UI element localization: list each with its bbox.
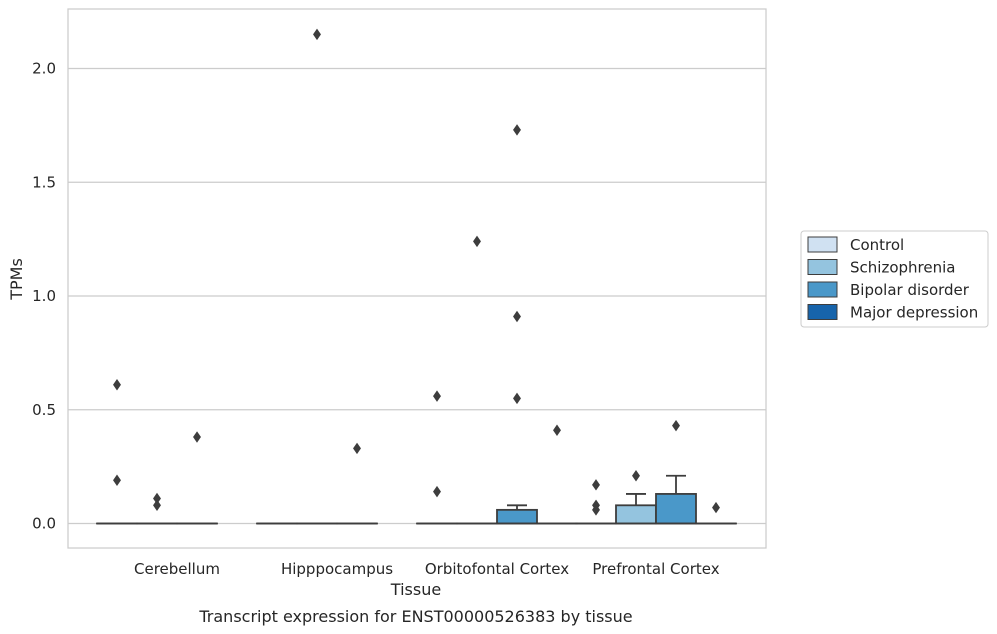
- box-body: [615, 504, 657, 525]
- outlier-point: [632, 469, 640, 482]
- legend-frame: [800, 230, 989, 328]
- x-tick-label: Hipppocampus: [281, 560, 393, 578]
- box-2-2: [496, 504, 538, 525]
- outliers-layer: [113, 28, 720, 516]
- legend: Control Schizophrenia Bipolar disorder Majo…: [800, 230, 989, 328]
- y-tick-label: 1.5: [32, 173, 56, 191]
- outlier-point: [712, 501, 720, 514]
- outlier-point: [113, 474, 121, 487]
- y-tick-label: 0.5: [32, 401, 56, 419]
- outlier-point: [153, 499, 161, 512]
- x-tick-label: Orbitofontal Cortex: [425, 560, 569, 578]
- outlier-point: [473, 235, 481, 248]
- y-tick-labels: 0.0 0.5 1.0 1.5 2.0: [32, 60, 56, 533]
- outlier-point: [313, 28, 321, 41]
- boxes-layer: [96, 474, 737, 525]
- legend-label: Bipolar disorder: [850, 281, 970, 299]
- box-3-2: [655, 474, 697, 525]
- y-axis-label: TPMs: [7, 258, 26, 301]
- legend-label: Major depression: [850, 304, 978, 322]
- outlier-point: [513, 392, 521, 405]
- box-body: [496, 508, 538, 525]
- outlier-point: [433, 390, 441, 402]
- y-tick-label: 2.0: [32, 60, 56, 78]
- box-body: [655, 493, 697, 525]
- outlier-point: [433, 485, 441, 498]
- x-axis-label: Tissue: [390, 580, 441, 599]
- legend-swatch: [807, 304, 838, 320]
- chart-caption: Transcript expression for ENST0000052638…: [198, 607, 632, 626]
- legend-swatch: [807, 259, 838, 275]
- legend-swatch: [807, 281, 838, 298]
- outlier-point: [553, 424, 561, 436]
- x-tick-label: Cerebellum: [134, 560, 220, 578]
- x-tick-labels: Cerebellum Hipppocampus Orbitofontal Corte…: [134, 560, 720, 578]
- y-tick-label: 0.0: [32, 515, 56, 533]
- y-tick-label: 1.0: [32, 287, 56, 305]
- outlier-point: [592, 479, 600, 491]
- x-tick-label: Prefrontal Cortex: [592, 560, 719, 578]
- outlier-point: [193, 431, 201, 443]
- legend-label: Control: [850, 236, 904, 254]
- outlier-point: [592, 504, 600, 516]
- outlier-point: [513, 124, 521, 136]
- outlier-point: [353, 442, 361, 455]
- outlier-point: [672, 419, 680, 432]
- legend-swatch: [807, 236, 838, 253]
- legend-label: Schizophrenia: [850, 259, 955, 277]
- plot-frame: [67, 8, 767, 549]
- outlier-point: [513, 310, 521, 323]
- outlier-point: [113, 378, 121, 391]
